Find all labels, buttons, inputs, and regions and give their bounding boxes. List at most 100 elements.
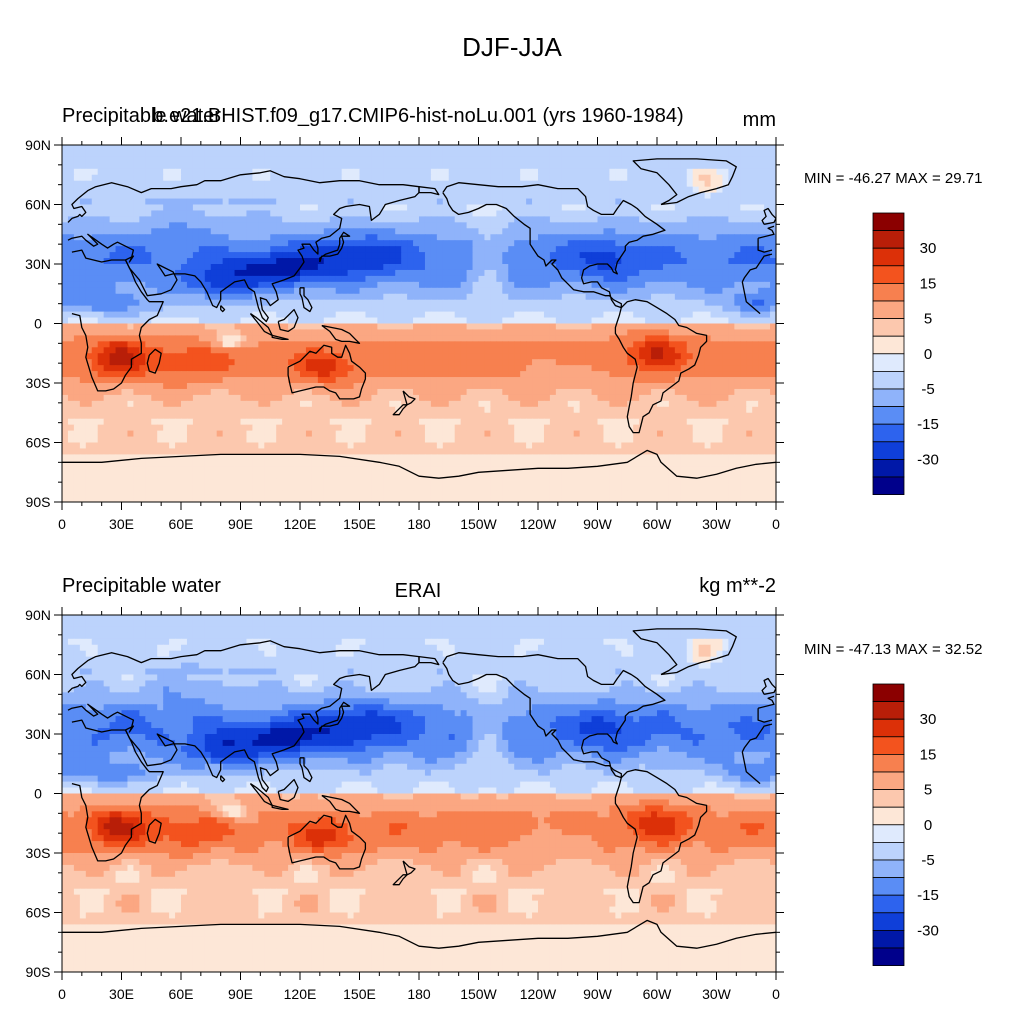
field-cell	[740, 311, 747, 319]
field-cell	[222, 228, 230, 235]
field-cell	[430, 264, 438, 271]
field-cell	[770, 186, 776, 194]
field-cell	[538, 150, 545, 158]
field-cell	[484, 234, 491, 241]
field-cell	[109, 353, 117, 360]
field-cell	[597, 264, 605, 271]
field-cell	[317, 174, 325, 182]
field-cell	[520, 174, 527, 182]
field-cell	[181, 317, 188, 325]
field-cell	[645, 383, 652, 390]
field-cell	[85, 222, 93, 229]
field-cell	[192, 317, 200, 325]
field-cell	[359, 275, 367, 283]
field-cell	[740, 365, 747, 372]
field-cell	[710, 335, 718, 342]
field-cell	[276, 293, 283, 301]
field-cell	[561, 150, 569, 158]
field-cell	[728, 329, 735, 336]
field-cell	[668, 228, 676, 235]
field-cell	[228, 222, 236, 229]
field-cell	[538, 246, 545, 253]
field-cell	[300, 347, 307, 354]
field-cell	[288, 180, 295, 188]
field-cell	[526, 293, 533, 301]
field-cell	[573, 323, 581, 331]
field-cell	[210, 252, 218, 259]
field-cell	[740, 162, 747, 170]
field-cell	[157, 180, 164, 188]
field-cell	[198, 174, 206, 182]
field-cell	[740, 317, 747, 325]
field-cell	[73, 162, 81, 170]
field-cell	[645, 192, 652, 200]
field-cell	[597, 258, 605, 265]
field-cell	[401, 174, 408, 182]
field-cell	[621, 162, 628, 170]
field-cell	[448, 335, 456, 342]
field-cell	[79, 269, 87, 277]
field-cell	[561, 162, 569, 170]
field-cell	[472, 162, 480, 170]
field-cell	[740, 228, 747, 235]
field-cell	[62, 258, 69, 265]
field-cell	[567, 234, 575, 241]
field-cell	[246, 264, 253, 271]
field-cell	[746, 311, 753, 319]
field-cell	[639, 269, 646, 277]
field-cell	[549, 383, 557, 390]
field-cell	[764, 168, 771, 176]
field-cell	[264, 252, 271, 259]
field-cell	[300, 222, 307, 229]
field-cell	[424, 222, 432, 229]
field-cell	[478, 341, 486, 348]
field-cell	[609, 377, 616, 384]
field-cell	[240, 335, 248, 342]
field-cell	[264, 365, 271, 372]
field-cell	[555, 198, 563, 206]
field-cell	[472, 323, 480, 331]
field-cell	[526, 240, 533, 247]
field-cell	[710, 258, 718, 265]
field-cell	[234, 252, 242, 259]
field-cell	[210, 264, 218, 271]
field-cell	[353, 162, 361, 170]
field-cell	[561, 216, 569, 223]
field-cell	[645, 359, 652, 366]
field-cell	[186, 347, 194, 354]
field-cell	[311, 299, 319, 307]
field-cell	[549, 317, 557, 325]
field-cell	[615, 168, 622, 176]
field-cell	[770, 168, 776, 176]
field-cell	[97, 186, 105, 194]
field-cell	[151, 150, 158, 158]
field-cell	[311, 222, 319, 229]
field-cell	[186, 210, 194, 217]
field-cell	[579, 347, 587, 354]
field-cell	[645, 347, 652, 354]
field-cell	[710, 222, 718, 229]
field-cell	[526, 186, 533, 194]
field-cell	[311, 258, 319, 265]
field-cell	[240, 347, 248, 354]
field-cell	[300, 323, 307, 331]
field-cell	[288, 377, 295, 384]
field-cell	[210, 317, 218, 325]
field-cell	[728, 156, 735, 164]
field-cell	[532, 162, 539, 170]
field-cell	[389, 287, 396, 295]
field-cell	[424, 174, 432, 182]
field-cell	[567, 323, 575, 331]
field-cell	[698, 371, 706, 378]
field-cell	[139, 228, 146, 235]
field-cell	[222, 323, 230, 331]
field-cell	[407, 222, 414, 229]
field-cell	[460, 186, 468, 194]
field-cell	[543, 145, 551, 152]
field-cell	[401, 377, 408, 384]
field-cell	[770, 323, 776, 331]
field-cell	[252, 365, 259, 372]
field-cell	[722, 347, 729, 354]
field-cell	[686, 228, 694, 235]
field-cell	[311, 186, 319, 194]
